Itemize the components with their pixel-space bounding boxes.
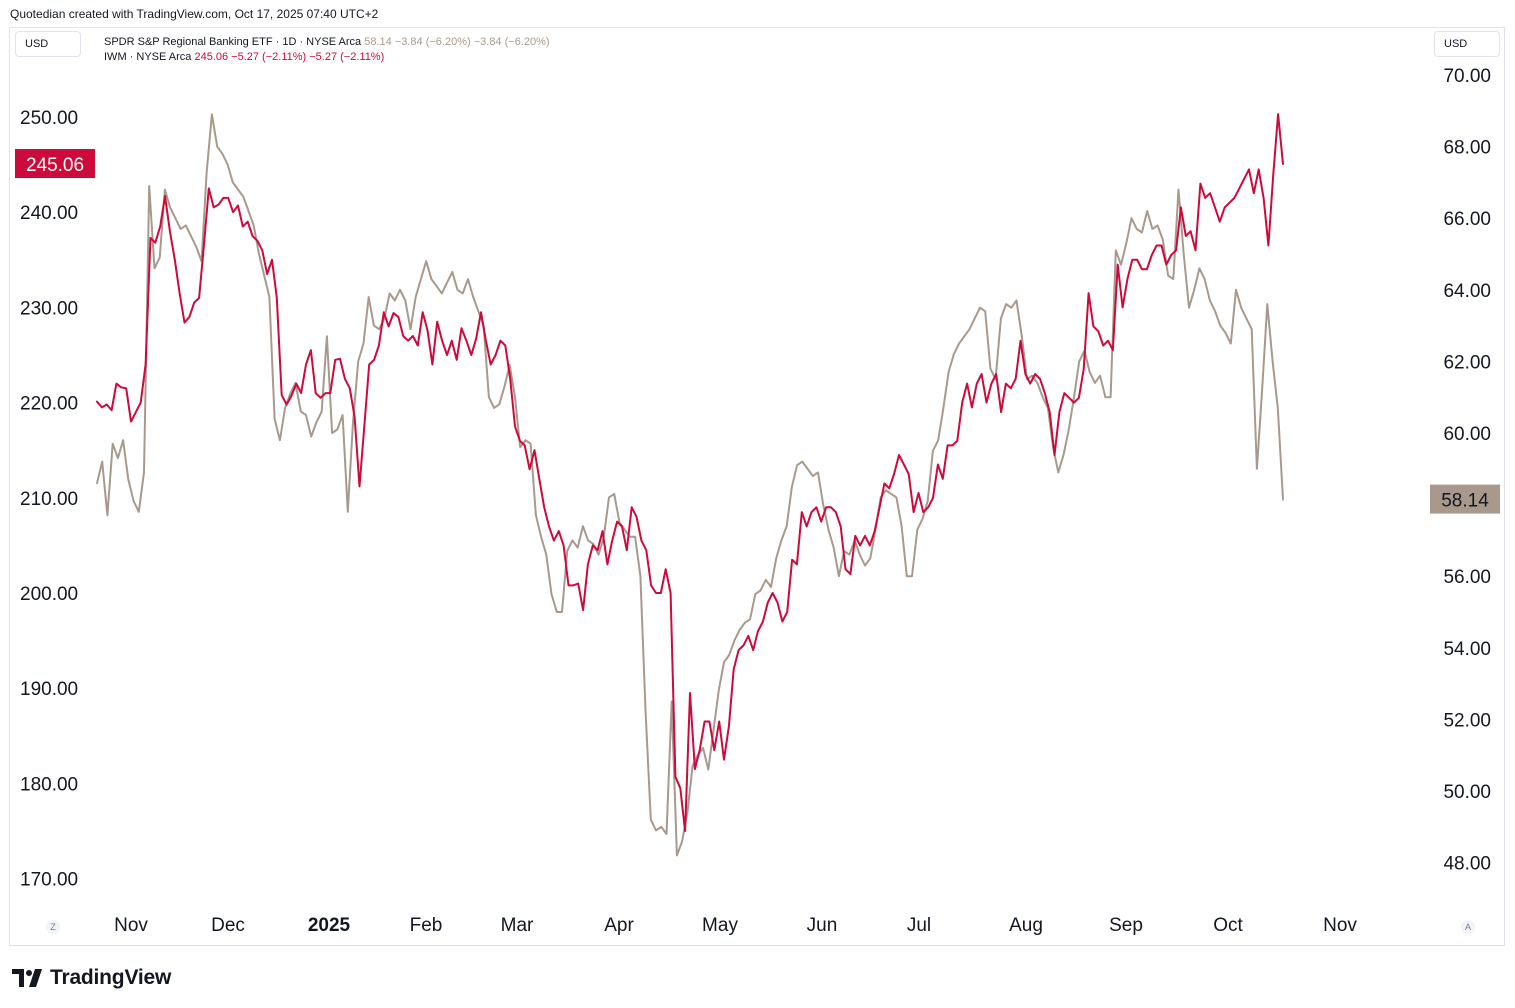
right-axis-tick: 60.00 bbox=[1443, 424, 1491, 445]
left-axis-tick: 190.00 bbox=[20, 679, 78, 700]
time-axis-tick: Nov bbox=[1323, 915, 1357, 936]
chart-legend: SPDR S&P Regional Banking ETF · 1D · NYS… bbox=[104, 35, 550, 65]
right-axis-tick: 52.00 bbox=[1443, 710, 1491, 731]
legend-row-kre[interactable]: SPDR S&P Regional Banking ETF · 1D · NYS… bbox=[104, 35, 550, 50]
time-axis-tick: Feb bbox=[410, 915, 443, 936]
left-axis: 250.00 240.00 230.00 220.00 210.00 200.00 190.… bbox=[20, 108, 78, 891]
left-axis-tick: 170.00 bbox=[20, 870, 78, 891]
time-axis-tick: 2025 bbox=[308, 915, 351, 936]
tradingview-logo-icon bbox=[12, 969, 42, 987]
left-axis-tick: 230.00 bbox=[20, 298, 78, 319]
last-value-badges: 245.06 58.14 bbox=[15, 149, 1500, 514]
left-axis-tick: 240.00 bbox=[20, 203, 78, 224]
left-axis-tick: 200.00 bbox=[20, 584, 78, 605]
right-axis-tick: 54.00 bbox=[1443, 639, 1491, 660]
right-axis-tick: 62.00 bbox=[1443, 352, 1491, 373]
time-axis-tick: Mar bbox=[501, 915, 534, 936]
right-currency-button[interactable]: USD bbox=[1434, 31, 1500, 57]
legend-kre-values: 58.14 −3.84 (−6.20%) −3.84 (−6.20%) bbox=[364, 36, 550, 48]
auto-scale-buttons: Z A bbox=[46, 920, 1475, 934]
series-lines bbox=[96, 113, 1284, 857]
time-axis-tick: Apr bbox=[604, 915, 634, 936]
time-axis-tick: Oct bbox=[1213, 915, 1243, 936]
kre-last-value-badge bbox=[1430, 484, 1500, 514]
time-axis: Nov Dec 2025 Feb Mar Apr May Jun Jul Aug Sep Oct Nov bbox=[114, 915, 1357, 936]
time-axis-tick: Jun bbox=[807, 915, 838, 936]
chart-credit: Quotedian created with TradingView.com, … bbox=[10, 7, 379, 21]
left-axis-tick: 180.00 bbox=[20, 774, 78, 795]
z-button[interactable] bbox=[46, 920, 60, 934]
time-axis-tick: Dec bbox=[211, 915, 245, 936]
kre-last-value-label: 58.14 bbox=[1441, 491, 1489, 512]
z-button-label: Z bbox=[50, 922, 56, 932]
series-line-kre bbox=[96, 113, 1284, 857]
series-line-iwm bbox=[96, 113, 1284, 832]
time-axis-tick: Jul bbox=[907, 915, 931, 936]
legend-row-iwm[interactable]: IWM · NYSE Arca 245.06 −5.27 (−2.11%) −5… bbox=[104, 50, 550, 65]
a-button-label: A bbox=[1465, 922, 1471, 932]
left-axis-tick: 220.00 bbox=[20, 394, 78, 415]
time-axis-tick: Aug bbox=[1009, 915, 1043, 936]
right-axis-tick: 66.00 bbox=[1443, 209, 1491, 230]
tradingview-logo[interactable]: TradingView bbox=[12, 966, 171, 990]
left-axis-tick: 210.00 bbox=[20, 489, 78, 510]
iwm-last-value-label: 245.06 bbox=[26, 155, 84, 176]
chart-frame bbox=[9, 27, 1505, 946]
left-currency-button[interactable]: USD bbox=[15, 31, 81, 57]
right-axis-tick: 70.00 bbox=[1443, 66, 1491, 87]
left-axis-tick: 250.00 bbox=[20, 108, 78, 129]
time-axis-tick: Nov bbox=[114, 915, 148, 936]
a-button[interactable] bbox=[1461, 920, 1475, 934]
iwm-last-value-badge bbox=[15, 149, 95, 179]
time-axis-tick: Sep bbox=[1109, 915, 1143, 936]
legend-iwm-name: IWM · NYSE Arca bbox=[104, 51, 192, 63]
legend-iwm-values: 245.06 −5.27 (−2.11%) −5.27 (−2.11%) bbox=[194, 51, 385, 63]
right-axis-tick: 50.00 bbox=[1443, 782, 1491, 803]
time-axis-tick: May bbox=[702, 915, 738, 936]
legend-kre-name: SPDR S&P Regional Banking ETF · 1D · NYS… bbox=[104, 36, 362, 48]
tradingview-wordmark: TradingView bbox=[50, 966, 172, 989]
right-axis-tick: 48.00 bbox=[1443, 854, 1491, 875]
right-axis-tick: 64.00 bbox=[1443, 281, 1491, 302]
right-axis-tick: 56.00 bbox=[1443, 567, 1491, 588]
right-axis: 70.0068.0066.0064.0062.0060.0058.0056.00… bbox=[1443, 66, 1491, 875]
right-axis-tick: 68.00 bbox=[1443, 138, 1491, 159]
